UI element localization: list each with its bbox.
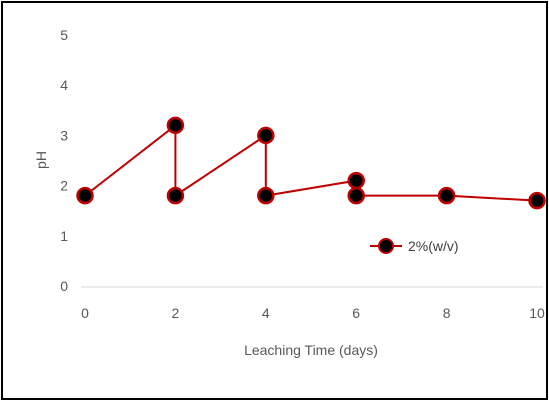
data-point xyxy=(437,186,456,205)
x-tick-label: 0 xyxy=(81,305,89,321)
series-line xyxy=(84,123,538,202)
legend: 2%(w/v) xyxy=(370,238,459,254)
y-tick-label: 1 xyxy=(60,228,68,244)
data-point xyxy=(257,186,275,205)
data-point xyxy=(347,171,365,190)
data-point xyxy=(166,116,185,135)
x-tick-label: 2 xyxy=(172,305,180,321)
y-tick-label: 2 xyxy=(60,178,68,194)
data-point xyxy=(166,186,185,205)
data-point xyxy=(257,126,275,145)
series-2pct xyxy=(76,116,546,210)
legend-marker-swatch xyxy=(378,238,394,254)
x-tick-label: 10 xyxy=(529,305,545,321)
x-axis-title: Leaching Time (days) xyxy=(244,342,378,358)
x-tick-label: 6 xyxy=(352,305,360,321)
y-tick-label: 0 xyxy=(60,278,68,294)
x-tick-label: 8 xyxy=(443,305,451,321)
data-point xyxy=(76,186,94,205)
data-point xyxy=(347,186,365,205)
x-tick-label: 4 xyxy=(262,305,270,321)
y-tick-label: 5 xyxy=(60,27,68,43)
y-axis-title: pH xyxy=(33,151,49,169)
y-tick-label: 3 xyxy=(60,127,68,143)
y-tick-label: 4 xyxy=(60,77,68,93)
x-axis-ticks: 0 2 4 6 8 10 xyxy=(81,305,545,321)
legend-label: 2%(w/v) xyxy=(408,238,459,254)
data-point xyxy=(528,191,546,210)
y-axis-ticks: 0 1 2 3 4 5 xyxy=(60,27,68,294)
